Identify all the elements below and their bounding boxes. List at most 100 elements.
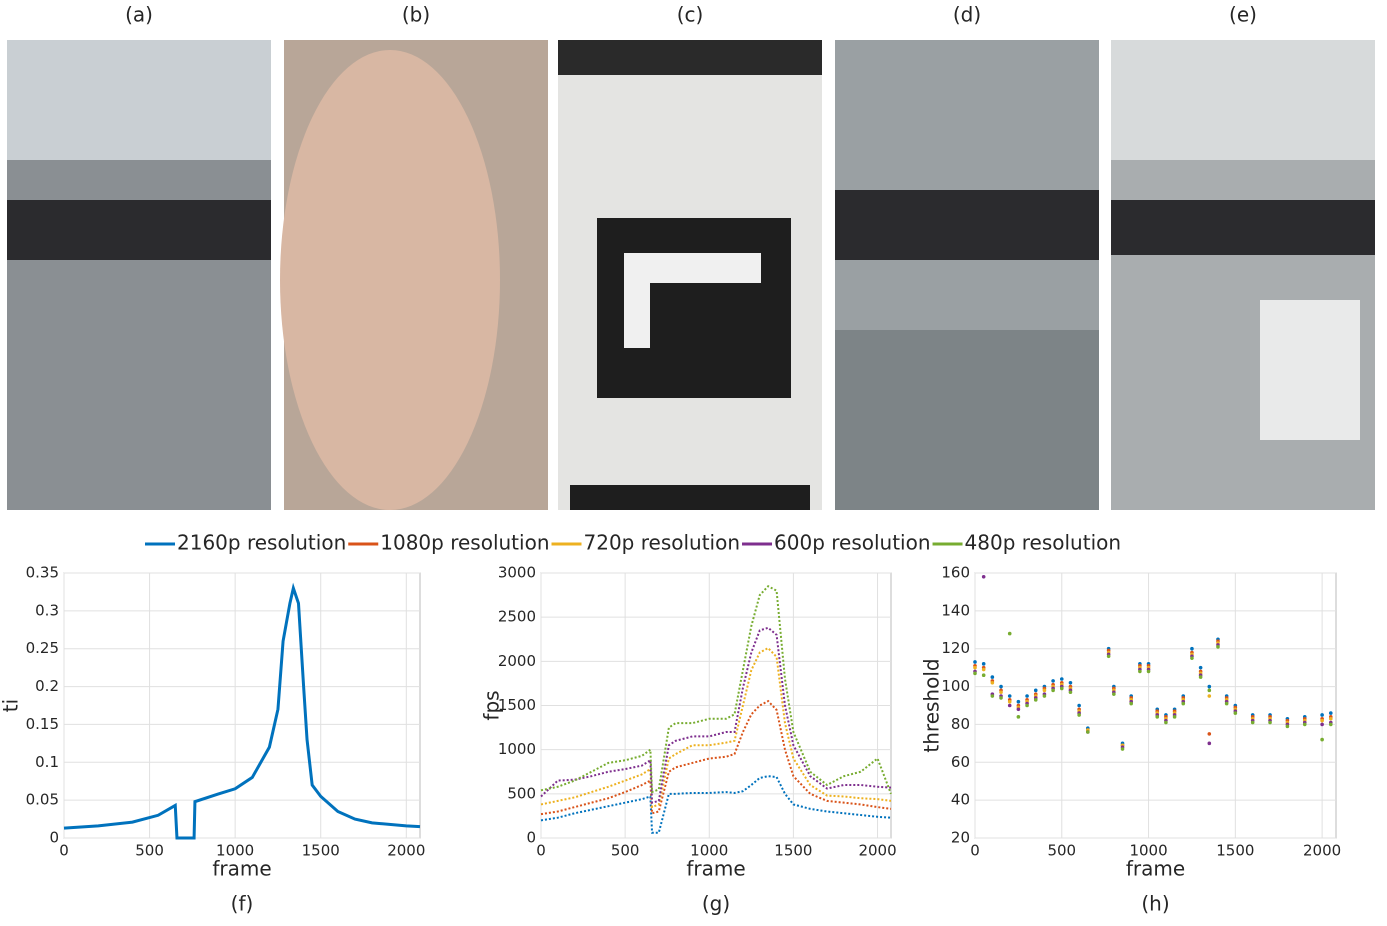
- y-tick-label: 0.2: [35, 677, 59, 695]
- data-point: [1328, 716, 1333, 721]
- photo-wall: [835, 190, 1099, 260]
- photo-ceiling: [7, 40, 271, 160]
- data-point: [1138, 669, 1142, 674]
- data-point: [990, 694, 995, 698]
- data-point: [1207, 684, 1212, 689]
- y-tick-label: 2000: [498, 652, 536, 670]
- data-point: [990, 680, 995, 685]
- x-tick-label: 500: [135, 842, 164, 860]
- photo-wall: [7, 200, 271, 260]
- y-tick-label: 160: [941, 564, 970, 582]
- data-point: [1268, 720, 1272, 725]
- data-point: [1328, 711, 1333, 715]
- data-point: [999, 684, 1003, 689]
- photo-marker: [570, 485, 810, 510]
- data-point: [973, 665, 977, 670]
- y-axis-label: fps: [480, 690, 504, 720]
- data-point: [1172, 715, 1177, 719]
- data-point: [973, 660, 977, 664]
- y-tick-label: 0: [49, 829, 59, 847]
- y-tick-label: 60: [951, 753, 970, 771]
- data-point: [999, 690, 1003, 695]
- y-tick-label: 120: [941, 639, 970, 657]
- x-axis-label: frame: [686, 857, 745, 881]
- data-line: [540, 626, 892, 804]
- data-point: [1250, 720, 1255, 725]
- x-tick-label: 2000: [1303, 842, 1341, 860]
- data-point: [1207, 694, 1212, 698]
- data-point: [1224, 701, 1229, 706]
- x-axis-label: frame: [212, 857, 271, 881]
- photo-table: [835, 330, 1099, 510]
- data-point: [1042, 688, 1047, 693]
- data-point: [1198, 675, 1203, 679]
- panel-label: (a): [125, 3, 153, 27]
- data-point: [1207, 741, 1212, 746]
- data-point: [1007, 631, 1012, 636]
- data-point: [981, 673, 986, 678]
- data-point: [1106, 654, 1111, 659]
- x-tick-label: 0: [970, 842, 980, 860]
- data-point: [1207, 688, 1212, 693]
- y-axis-label: ti: [0, 699, 23, 712]
- data-point: [1051, 688, 1055, 693]
- data-point: [1077, 703, 1081, 708]
- y-tick-label: 140: [941, 601, 970, 619]
- y-tick-label: 0.35: [26, 564, 59, 582]
- photo-marker-cell: [624, 273, 650, 348]
- x-tick-label: 1500: [302, 842, 340, 860]
- y-tick-label: 0.1: [35, 753, 59, 771]
- data-point: [1033, 698, 1038, 702]
- y-tick-label: 500: [507, 784, 536, 802]
- y-axis-label: threshold: [920, 658, 944, 752]
- data-point: [1059, 677, 1064, 681]
- data-point: [981, 662, 986, 666]
- y-tick-label: 20: [951, 829, 970, 847]
- data-point: [1016, 715, 1021, 719]
- panel-label: (b): [402, 3, 430, 27]
- x-tick-label: 1500: [774, 842, 812, 860]
- data-line: [540, 775, 892, 834]
- data-point: [1025, 694, 1029, 698]
- data-point: [1190, 646, 1194, 651]
- data-point: [1120, 747, 1125, 751]
- data-point: [1164, 720, 1168, 725]
- data-point: [1042, 694, 1047, 698]
- caption: (g): [702, 892, 730, 916]
- x-tick-label: 0: [536, 842, 546, 860]
- data-point: [981, 667, 986, 672]
- data-point: [1025, 703, 1029, 708]
- x-tick-label: 500: [611, 842, 640, 860]
- data-point: [1198, 665, 1203, 670]
- data-point: [1068, 680, 1073, 685]
- y-tick-label: 0.15: [26, 715, 59, 733]
- data-point: [999, 696, 1003, 700]
- data-point: [1320, 737, 1324, 742]
- data-point: [1077, 713, 1081, 717]
- data-point: [1190, 656, 1194, 660]
- y-tick-label: 2500: [498, 608, 536, 626]
- data-line: [63, 582, 421, 840]
- data-point: [1328, 722, 1333, 727]
- plot-area: [974, 572, 1337, 839]
- x-tick-label: 500: [1047, 842, 1076, 860]
- data-point: [1146, 669, 1151, 674]
- y-tick-label: 1000: [498, 740, 536, 758]
- data-point: [1007, 694, 1012, 698]
- x-tick-label: 1000: [690, 842, 728, 860]
- data-point: [1320, 722, 1324, 727]
- legend-label: 720p resolution: [584, 531, 741, 555]
- data-point: [1129, 701, 1134, 706]
- y-tick-label: 0.05: [26, 791, 59, 809]
- panel-label: (e): [1229, 3, 1257, 27]
- data-point: [1216, 645, 1220, 649]
- legend-label: 600p resolution: [774, 531, 931, 555]
- data-point: [1320, 713, 1324, 717]
- plot-area: [63, 572, 421, 839]
- caption: (f): [231, 892, 254, 916]
- y-tick-label: 40: [951, 791, 970, 809]
- x-tick-label: 0: [59, 842, 69, 860]
- x-tick-label: 2000: [387, 842, 425, 860]
- data-line: [540, 699, 892, 816]
